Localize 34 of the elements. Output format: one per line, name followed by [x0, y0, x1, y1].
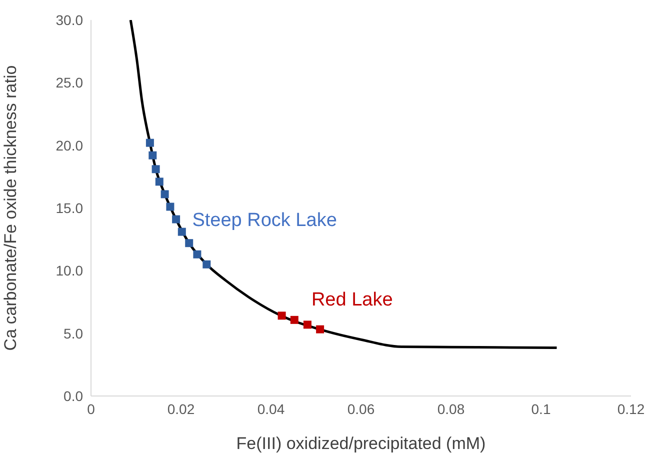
point: [166, 202, 174, 211]
point: [172, 215, 180, 224]
point: [202, 260, 211, 268]
x-tick-label: 0.02: [167, 400, 195, 417]
point: [290, 316, 298, 324]
point: [316, 325, 324, 334]
x-tick-label: 0.12: [617, 400, 645, 417]
x-axis-title: Fe(III) oxidized/precipitated (mM): [236, 434, 486, 453]
x-tick-label: 0.08: [437, 400, 465, 417]
line-series: [129, 20, 558, 349]
point: [146, 138, 154, 147]
y-tick-label: 20.0: [56, 137, 84, 154]
x-tick-label: 0.04: [257, 400, 285, 417]
point: [155, 178, 164, 186]
y-tick-label: 0.0: [64, 388, 84, 404]
point: [278, 312, 286, 320]
point: [303, 320, 312, 329]
point: [160, 190, 169, 198]
point: [185, 239, 194, 248]
point: [148, 151, 157, 160]
x-tick-label: 0: [87, 400, 96, 417]
x-tick-label: 0.06: [347, 400, 375, 417]
point: [193, 250, 202, 258]
y-tick-label: 25.0: [56, 74, 84, 91]
series-label: Steep Rock Lake: [192, 210, 337, 231]
x-tick-label: 0.1: [531, 400, 551, 417]
y-tick-label: 30.0: [56, 12, 84, 28]
y-tick-label: 15.0: [56, 200, 84, 216]
y-axis-title: Ca carbonate/Fe oxide thickness ratio: [1, 65, 20, 351]
series-label: Red Lake: [311, 290, 393, 311]
point: [178, 228, 186, 236]
y-tick-label: 5.0: [64, 325, 84, 342]
point: [152, 165, 160, 174]
y-tick-label: 10.0: [56, 262, 84, 279]
